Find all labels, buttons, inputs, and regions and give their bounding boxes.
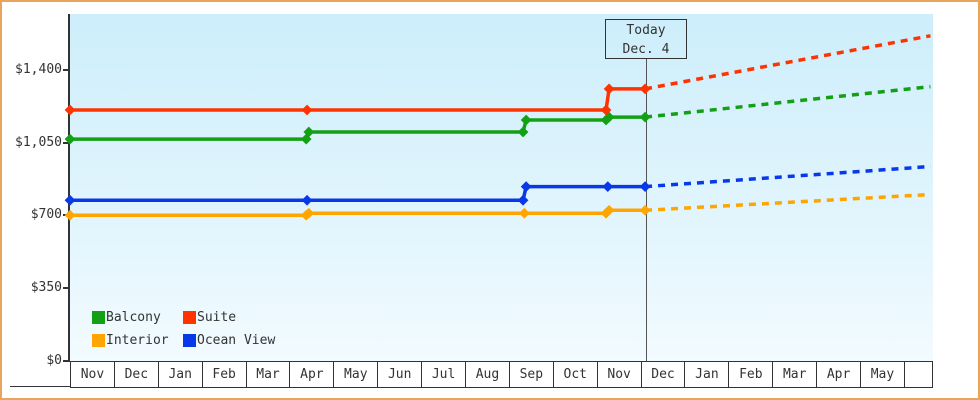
series-line-ocean-view[interactable]: [70, 184, 646, 203]
month-cell: Dec: [642, 362, 686, 387]
legend-swatch-ocean-view: [183, 334, 196, 347]
month-axis: Nov Dec Jan Feb Mar Apr May Jun Jul Aug Sep Oct Nov D…: [70, 361, 933, 388]
series-line-suite[interactable]: [70, 87, 646, 112]
data-point-marker-balcony[interactable]: [303, 126, 315, 138]
data-point-marker-interior[interactable]: [64, 209, 76, 221]
axis-baseline-extension: [10, 386, 70, 387]
legend-label: Balcony: [106, 310, 161, 325]
month-cell: Jan: [159, 362, 203, 387]
data-point-marker-balcony[interactable]: [517, 126, 529, 138]
data-point-marker-ocean-view[interactable]: [517, 194, 529, 206]
legend-label: Ocean View: [197, 333, 276, 348]
month-cell: Sep: [510, 362, 554, 387]
series-forecast-suite[interactable]: [644, 34, 931, 91]
series-forecast-ocean-view[interactable]: [644, 164, 931, 189]
data-point-marker-balcony[interactable]: [639, 111, 651, 123]
legend-swatch-suite: [183, 311, 196, 324]
month-cell: Mar: [247, 362, 291, 387]
legend-item-balcony: Balcony: [92, 311, 183, 324]
legend-label: Suite: [197, 310, 237, 325]
legend-item-suite: Suite: [183, 311, 275, 324]
series-line-balcony[interactable]: [70, 115, 646, 141]
y-axis-tick: [63, 359, 70, 362]
today-marker-box: Today Dec. 4: [605, 19, 687, 59]
month-cell: Nov: [598, 362, 642, 387]
month-cell: Oct: [554, 362, 598, 387]
legend-swatch-interior: [92, 334, 105, 347]
month-cell: Dec: [115, 362, 159, 387]
data-point-marker-suite[interactable]: [603, 83, 615, 95]
legend-item-ocean-view: Ocean View: [183, 334, 275, 347]
legend-label: Interior: [106, 333, 169, 348]
data-point-marker-ocean-view[interactable]: [639, 181, 651, 192]
month-cell: Jul: [422, 362, 467, 387]
legend-item-interior: Interior: [92, 334, 183, 347]
series-line-interior[interactable]: [70, 208, 646, 218]
legend: Balcony Suite Interior Ocean View: [92, 311, 275, 347]
data-point-marker-interior[interactable]: [639, 204, 651, 216]
month-cell: Nov: [71, 362, 115, 387]
series-forecast-balcony[interactable]: [644, 84, 931, 119]
month-cell: Mar: [773, 362, 818, 387]
series-forecast-interior[interactable]: [644, 192, 931, 213]
y-axis-tick-label: $0: [46, 352, 62, 368]
data-point-marker-ocean-view[interactable]: [602, 181, 614, 192]
data-point-marker-ocean-view[interactable]: [301, 194, 313, 206]
month-cell: Feb: [729, 362, 774, 387]
month-cell: May: [861, 362, 905, 387]
month-cell: Apr: [817, 362, 862, 387]
y-axis-line: [68, 14, 70, 361]
data-point-marker-suite[interactable]: [64, 104, 76, 116]
data-point-marker-ocean-view[interactable]: [64, 194, 76, 206]
today-date: Dec. 4: [622, 42, 670, 57]
data-point-marker-ocean-view[interactable]: [520, 181, 532, 192]
month-cell-blank: [905, 362, 932, 387]
y-axis-tick: [63, 141, 70, 144]
month-cell: Apr: [290, 362, 335, 387]
y-axis-tick-label: $1,050: [15, 134, 62, 150]
y-axis-tick: [63, 286, 70, 289]
series-canvas: [64, 34, 931, 221]
y-axis-tick-label: $700: [30, 207, 62, 223]
y-axis-tick-label: $1,400: [15, 62, 62, 77]
month-cell: Aug: [466, 362, 510, 387]
data-point-marker-suite[interactable]: [639, 83, 651, 95]
plot-area: Today Dec. 4: [64, 14, 933, 361]
data-point-marker-balcony[interactable]: [64, 133, 76, 145]
month-cell: Jan: [685, 362, 730, 387]
data-point-marker-interior[interactable]: [518, 207, 530, 219]
data-point-marker-interior[interactable]: [303, 207, 315, 219]
month-cell: Feb: [203, 362, 247, 387]
legend-swatch-balcony: [92, 311, 105, 324]
y-axis-tick-label: $350: [30, 279, 62, 295]
month-cell: May: [334, 362, 379, 387]
data-point-marker-suite[interactable]: [301, 104, 313, 116]
today-label: Today: [626, 23, 666, 38]
data-point-marker-balcony[interactable]: [520, 114, 532, 126]
month-cell: Jun: [378, 362, 423, 387]
y-axis-tick: [63, 69, 70, 71]
